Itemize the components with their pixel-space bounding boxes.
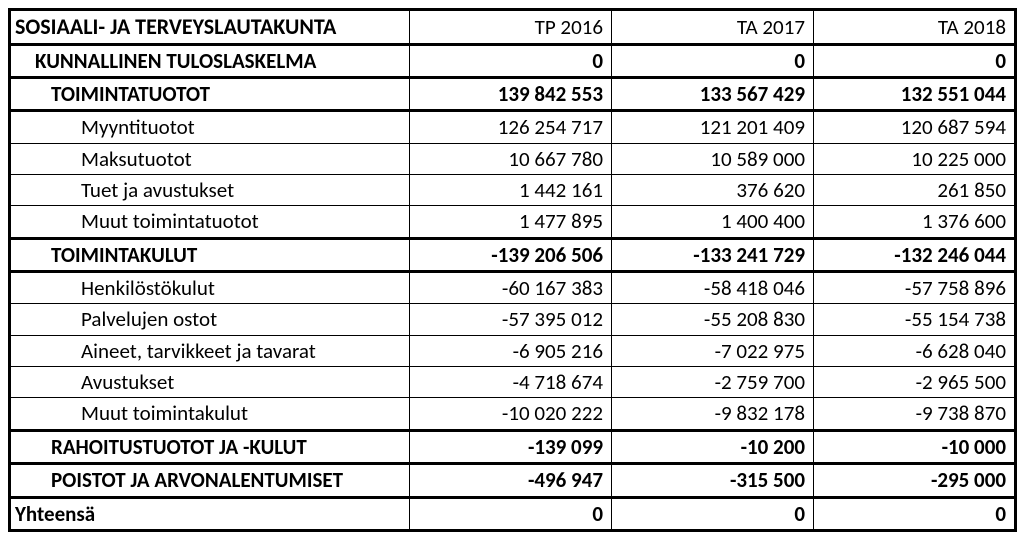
table-header-row: SOSIAALI- JA TERVEYSLAUTAKUNTA TP 2016 T… [10,10,1016,45]
row-label: Muut toimintatuotot [10,206,410,238]
row-value: -7 022 975 [612,335,814,366]
table-row: TOIMINTAKULUT-139 206 506-133 241 729-13… [10,238,1016,271]
row-label: KUNNALLINEN TULOSLASKELMA [10,44,410,77]
row-value: -295 000 [814,464,1016,497]
row-label: Muut toimintakulut [10,398,410,430]
table-row: Tuet ja avustukset1 442 161376 620261 85… [10,175,1016,206]
row-value: 376 620 [612,175,814,206]
table-row: Aineet, tarvikkeet ja tavarat-6 905 216-… [10,335,1016,366]
row-value: -315 500 [612,464,814,497]
table-row: RAHOITUSTUOTOT JA -KULUT-139 099-10 200-… [10,430,1016,463]
row-value: 10 667 780 [410,143,612,174]
row-value: -2 965 500 [814,367,1016,398]
total-value: 0 [612,497,814,530]
row-value: 132 551 044 [814,78,1016,111]
row-value: -10 000 [814,430,1016,463]
row-value: 0 [612,44,814,77]
row-label: Maksutuotot [10,143,410,174]
row-value: -139 206 506 [410,238,612,271]
row-value: 126 254 717 [410,111,612,143]
row-value: 139 842 553 [410,78,612,111]
table-row: Myyntituotot126 254 717121 201 409120 68… [10,111,1016,143]
row-value: -10 020 222 [410,398,612,430]
row-value: -132 246 044 [814,238,1016,271]
col-header: TP 2016 [410,10,612,45]
row-value: 0 [814,44,1016,77]
table-row: POISTOT JA ARVONALENTUMISET-496 947-315 … [10,464,1016,497]
table-total-row: Yhteensä 0 0 0 [10,497,1016,530]
total-value: 0 [814,497,1016,530]
col-header: TA 2017 [612,10,814,45]
row-value: 1 442 161 [410,175,612,206]
table-row: TOIMINTATUOTOT139 842 553133 567 429132 … [10,78,1016,111]
table-row: Muut toimintatuotot1 477 8951 400 4001 3… [10,206,1016,238]
table-title: SOSIAALI- JA TERVEYSLAUTAKUNTA [10,10,410,45]
row-value: -2 759 700 [612,367,814,398]
row-value: 10 225 000 [814,143,1016,174]
row-value: 120 687 594 [814,111,1016,143]
row-label: Myyntituotot [10,111,410,143]
row-value: 1 477 895 [410,206,612,238]
row-value: -57 758 896 [814,272,1016,304]
row-label: RAHOITUSTUOTOT JA -KULUT [10,430,410,463]
row-label: TOIMINTAKULUT [10,238,410,271]
row-value: -133 241 729 [612,238,814,271]
row-label: TOIMINTATUOTOT [10,78,410,111]
row-value: -58 418 046 [612,272,814,304]
row-value: 1 376 600 [814,206,1016,238]
row-value: -60 167 383 [410,272,612,304]
row-value: -9 738 870 [814,398,1016,430]
row-value: -55 154 738 [814,304,1016,335]
total-value: 0 [410,497,612,530]
table-row: Henkilöstökulut-60 167 383-58 418 046-57… [10,272,1016,304]
row-value: 121 201 409 [612,111,814,143]
row-value: -57 395 012 [410,304,612,335]
col-header: TA 2018 [814,10,1016,45]
row-value: -6 628 040 [814,335,1016,366]
row-value: -139 099 [410,430,612,463]
row-value: -496 947 [410,464,612,497]
row-label: Avustukset [10,367,410,398]
row-value: -10 200 [612,430,814,463]
row-label: Henkilöstökulut [10,272,410,304]
row-value: -9 832 178 [612,398,814,430]
row-label: Tuet ja avustukset [10,175,410,206]
table-row: Palvelujen ostot-57 395 012-55 208 830-5… [10,304,1016,335]
table-row: Muut toimintakulut-10 020 222-9 832 178-… [10,398,1016,430]
row-value: 1 400 400 [612,206,814,238]
total-label: Yhteensä [10,497,410,530]
row-value: -6 905 216 [410,335,612,366]
row-value: 133 567 429 [612,78,814,111]
row-value: -55 208 830 [612,304,814,335]
table-row: Avustukset-4 718 674-2 759 700-2 965 500 [10,367,1016,398]
row-value: 261 850 [814,175,1016,206]
row-label: Aineet, tarvikkeet ja tavarat [10,335,410,366]
financial-table: SOSIAALI- JA TERVEYSLAUTAKUNTA TP 2016 T… [8,8,1017,532]
row-value: 0 [410,44,612,77]
row-value: -4 718 674 [410,367,612,398]
row-value: 10 589 000 [612,143,814,174]
table-row: KUNNALLINEN TULOSLASKELMA000 [10,44,1016,77]
table-row: Maksutuotot10 667 78010 589 00010 225 00… [10,143,1016,174]
row-label: POISTOT JA ARVONALENTUMISET [10,464,410,497]
row-label: Palvelujen ostot [10,304,410,335]
